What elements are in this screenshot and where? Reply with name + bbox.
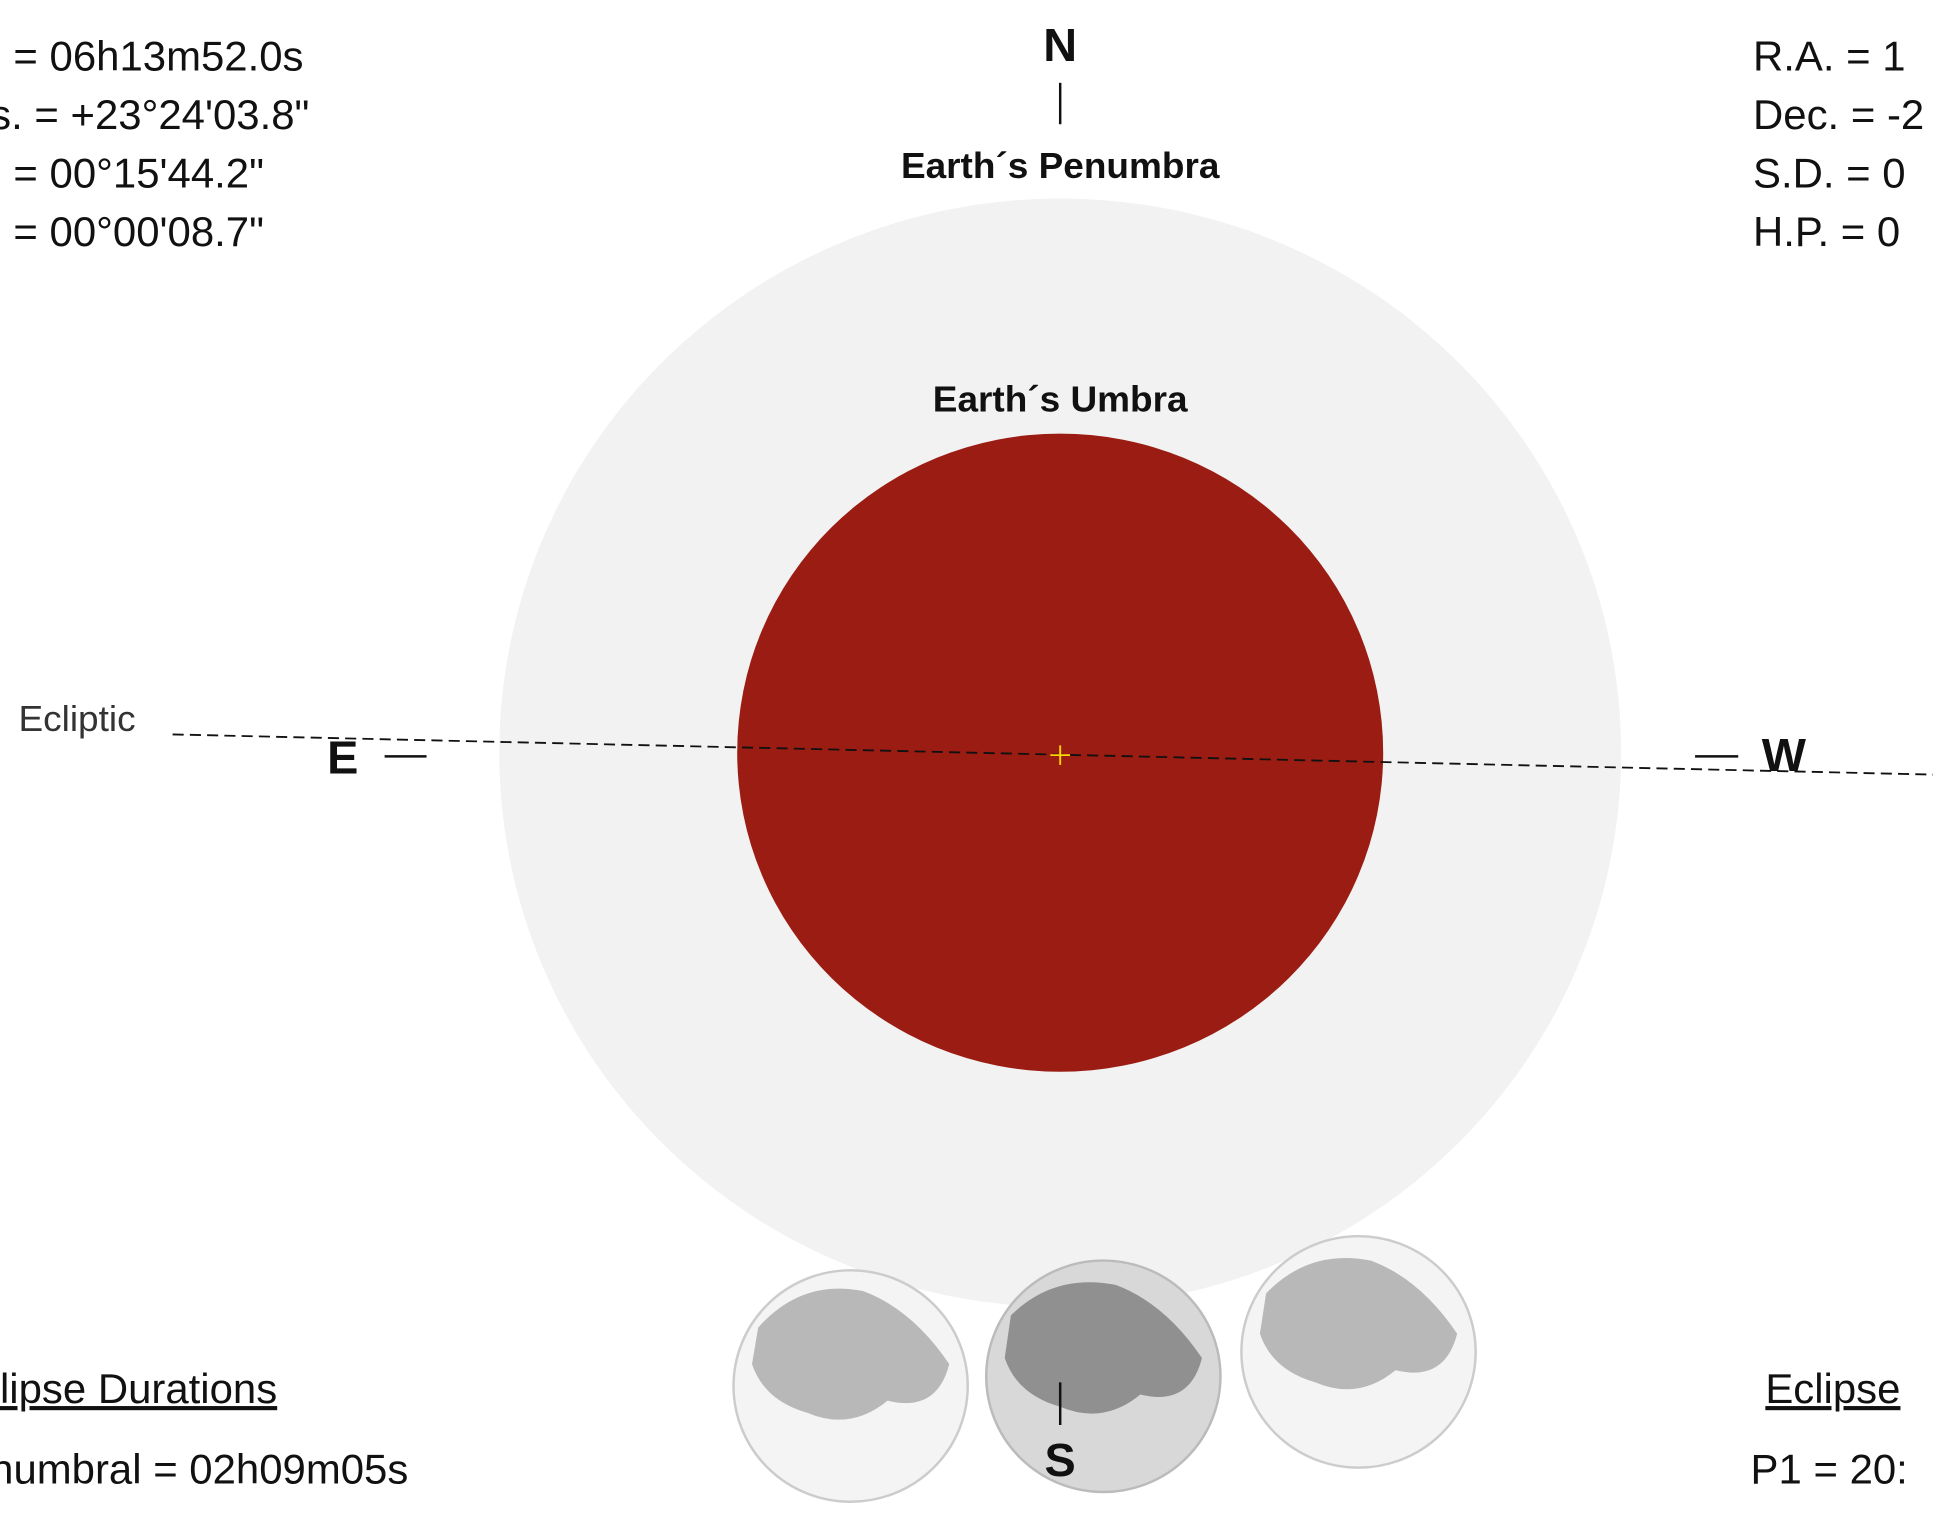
contact-line: P1 = 20:: [1751, 1446, 1908, 1493]
penumbra-label: Earth´s Penumbra: [901, 145, 1220, 186]
moon-maria: [751, 1288, 950, 1420]
compass-east: E: [327, 732, 358, 784]
ecliptic-label: Ecliptic: [18, 698, 135, 739]
compass-south: S: [1045, 1434, 1076, 1486]
moon-info-line: Dec. = -2: [1753, 91, 1924, 138]
sun-info-line: . = 06h13m52.0s: [0, 33, 304, 80]
umbra-label: Earth´s Umbra: [933, 379, 1188, 420]
sun-info-line: . = 00°15'44.2": [0, 150, 264, 197]
moon-sequence: [732, 1235, 1477, 1503]
duration-line: numbral = 02h09m05s: [0, 1446, 408, 1493]
compass-north: N: [1043, 19, 1077, 71]
durations-heading: lipse Durations: [0, 1365, 277, 1412]
moon-info-line: S.D. = 0: [1753, 150, 1906, 197]
sun-info-line: . = 00°00'08.7": [0, 208, 264, 255]
moon-maria: [1004, 1282, 1202, 1414]
moon-maria: [1259, 1257, 1458, 1390]
moon-info-line: H.P. = 0: [1753, 208, 1900, 255]
sun-info-line: s. = +23°24'03.8": [0, 91, 309, 138]
compass-west: W: [1762, 729, 1806, 781]
contacts-heading: Eclipse: [1765, 1365, 1900, 1412]
moon-info-line: R.A. = 1: [1753, 33, 1906, 80]
